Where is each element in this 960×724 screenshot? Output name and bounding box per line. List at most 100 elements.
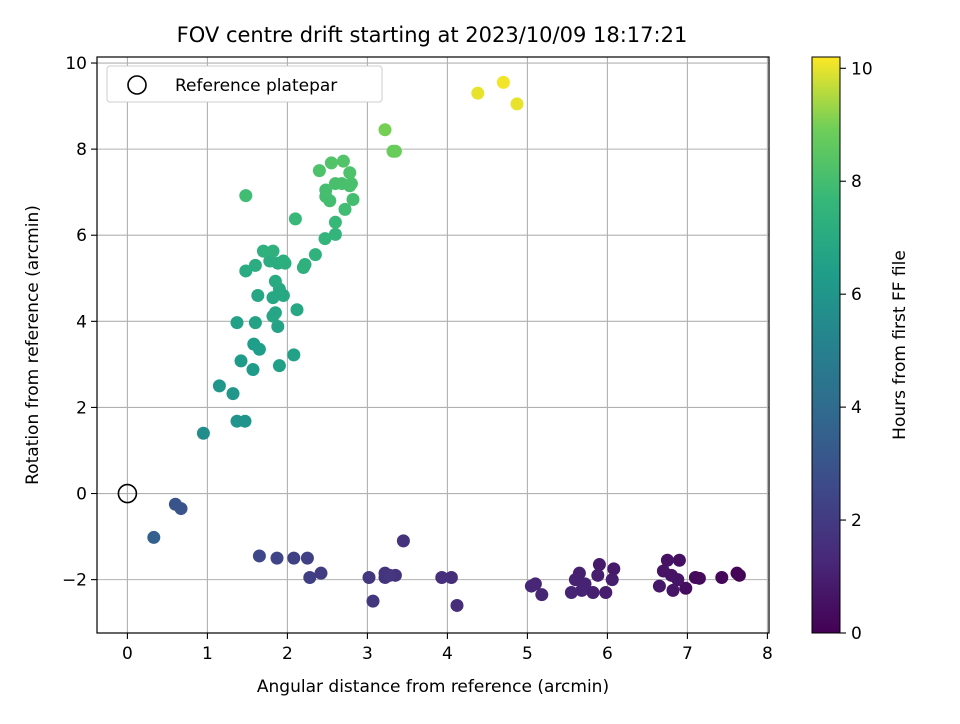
data-point [268,274,282,288]
data-point [366,594,380,608]
data-point [174,502,188,516]
y-tick-label: 6 [76,226,87,246]
y-tick-label: −2 [62,571,87,591]
chart-title: FOV centre drift starting at 2023/10/09 … [177,23,688,47]
data-point [388,144,402,158]
x-tick-label: 6 [602,644,613,664]
data-point [732,568,746,582]
data-point [336,154,350,168]
x-tick-label: 5 [522,644,533,664]
y-axis-label: Rotation from reference (arcmin) [23,205,43,485]
data-point [328,215,342,229]
data-point [248,258,262,272]
data-point [672,553,686,567]
data-point [246,363,260,377]
data-point [575,583,589,597]
data-point [666,583,680,597]
colorbar-tick-label: 6 [851,285,862,305]
data-point [715,570,729,584]
data-point [496,75,510,89]
y-tick-label: 10 [65,54,87,74]
data-point [314,566,328,580]
y-tick-label: 4 [76,312,87,332]
data-point [652,579,666,593]
data-point [338,202,352,216]
colorbar-tick-label: 2 [851,511,862,531]
plot-frame [96,56,770,634]
data-point [312,164,326,178]
data-point [212,379,226,393]
data-point [328,227,342,241]
data-point [196,426,210,440]
reference-marker [117,483,138,504]
data-point [591,568,605,582]
colorbar-label: Hours from first FF file [890,250,910,440]
data-point [270,551,284,565]
data-points [147,75,746,612]
data-point [239,264,253,278]
data-point [287,348,301,362]
y-tick-label: 2 [76,398,87,418]
data-point [599,586,613,600]
data-point [319,183,333,197]
x-tick-label: 2 [282,644,293,664]
data-point [272,359,286,373]
data-point [592,558,606,572]
data-point [660,553,674,567]
data-point [266,244,280,258]
x-tick-label: 1 [202,644,213,664]
data-point [308,248,322,262]
data-point [226,387,240,401]
data-point [444,570,458,584]
data-point [344,177,358,191]
legend-marker [127,75,147,95]
data-point [323,194,337,208]
data-point [234,354,248,368]
data-point [290,303,304,317]
data-point [271,319,285,333]
data-point [510,97,524,111]
x-tick-label: 0 [122,644,133,664]
colorbar-gradient [811,56,841,634]
data-point [362,570,376,584]
data-point [450,598,464,612]
data-point [278,256,292,270]
legend-entry: Reference platepar [175,76,337,96]
x-axis: 0 1 2 3 4 5 6 7 8 [122,633,773,664]
data-point [266,309,280,323]
colorbar: 0 2 4 6 8 10 Hours from first FF file [811,56,910,644]
data-point [343,166,357,180]
data-point [298,257,312,271]
data-point [252,549,266,563]
x-tick-label: 8 [762,644,773,664]
data-point [318,232,332,246]
y-axis: −2 0 2 4 6 8 10 [62,54,97,591]
data-point [346,192,360,206]
data-point [535,588,549,602]
colorbar-tick-label: 8 [851,172,862,192]
grid [97,57,769,633]
data-point [252,342,266,356]
data-point [288,212,302,226]
data-point [396,534,410,548]
legend-box [106,65,383,103]
data-point [300,551,314,565]
data-point [251,288,265,302]
colorbar-ticks: 0 2 4 6 8 10 [840,59,873,644]
data-point [605,573,619,587]
colorbar-tick-label: 10 [851,59,873,79]
data-point [435,570,449,584]
data-point [147,530,161,544]
data-point [524,579,538,593]
legend: Reference platepar [106,65,383,103]
data-point [679,581,693,595]
data-point [471,86,485,100]
colorbar-tick-label: 4 [851,398,862,418]
data-point [248,316,262,330]
colorbar-tick-label: 0 [851,624,862,644]
data-point [238,414,252,428]
data-point [383,568,397,582]
data-point [230,316,244,330]
data-point [324,156,338,170]
